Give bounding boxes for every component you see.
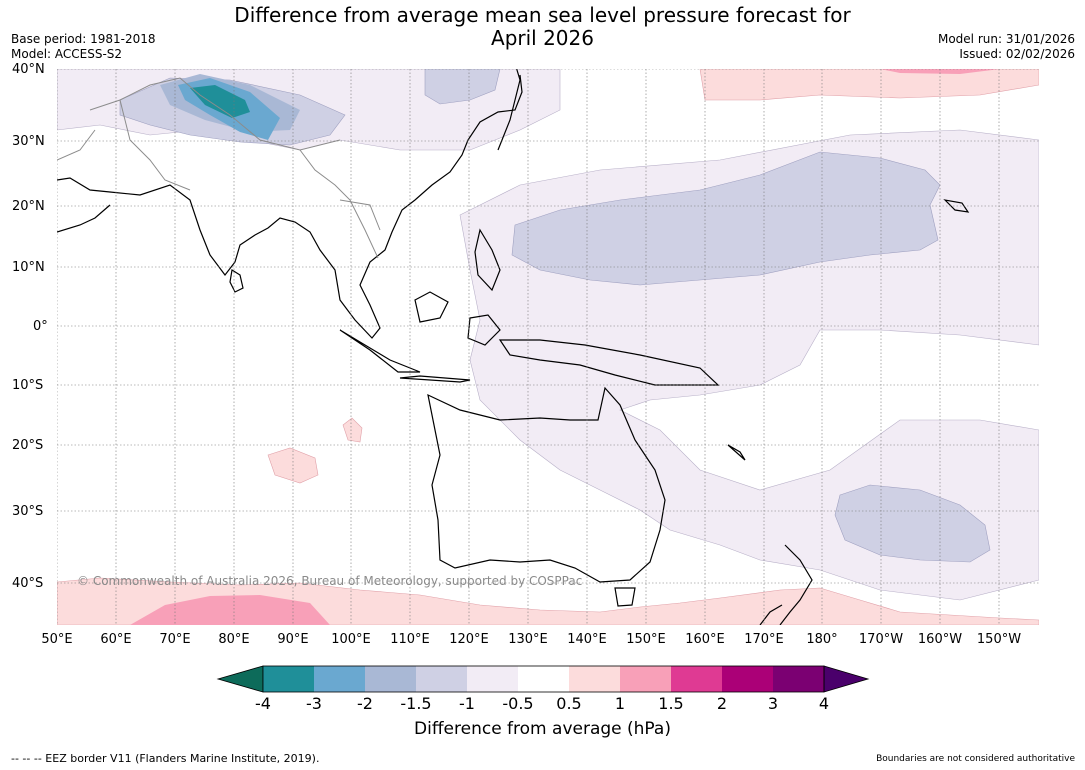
lon-label-60e: 60°E (100, 632, 132, 647)
lon-label-140e: 140°E (567, 632, 607, 647)
colorbar-swatch-1-5-2 (671, 666, 722, 692)
colorbar-swatch-minus2-minus1-5 (365, 666, 416, 692)
colorbar-tick: 2 (716, 694, 728, 713)
lat-label-10n: 10°N (12, 260, 45, 275)
map-title: Difference from average mean sea level p… (0, 4, 1085, 50)
coastlines (57, 69, 970, 625)
colorbar-title: Difference from average (hPa) (414, 719, 671, 739)
lon-label-170w: 170°W (858, 632, 904, 647)
lat-label-20s: 20°S (12, 438, 44, 453)
colorbar-tick: -0.5 (502, 694, 534, 713)
lon-label-150w: 150°W (976, 632, 1022, 647)
colorbar (216, 665, 870, 693)
colorbar-swatch-3-4 (773, 666, 824, 692)
base-period: Base period: 1981-2018 (11, 32, 156, 46)
lat-label-30s: 30°S (12, 504, 44, 519)
colorbar-swatch-minus3-minus2 (314, 666, 365, 692)
lon-label-170e: 170°E (744, 632, 784, 647)
colorbar-tick: 4 (818, 694, 830, 713)
lon-label-150e: 150°E (626, 632, 666, 647)
lon-label-70e: 70°E (159, 632, 191, 647)
lon-label-180: 180° (806, 632, 838, 647)
graticule (57, 69, 1039, 625)
colorbar-tick: 1 (614, 694, 626, 713)
colorbar-swatch-minus0-5-0-5 (518, 666, 569, 692)
lat-label-40s: 40°S (12, 576, 44, 591)
anomaly-region-southern-ocean-high-core (130, 595, 330, 625)
anomaly-region-north-pacific-high (699, 69, 1039, 101)
lon-label-120e: 120°E (449, 632, 489, 647)
colorbar-tick: -1.5 (400, 694, 432, 713)
country-borders (57, 77, 381, 259)
lon-label-80e: 80°E (218, 632, 250, 647)
boundary-disclaimer: Boundaries are not considered authoritat… (876, 754, 1075, 764)
lat-label-0: 0° (33, 319, 48, 334)
model-run: Model run: 31/01/2026 (937, 32, 1075, 46)
lat-label-10s: 10°S (12, 378, 44, 393)
lon-label-90e: 90°E (277, 632, 309, 647)
issued-date: Issued: 02/02/2026 (959, 47, 1075, 61)
colorbar-swatch-minus1-5-minus1 (416, 666, 467, 692)
lon-label-160w: 160°W (917, 632, 963, 647)
colorbar-swatch-minus1-minus0-5 (467, 666, 518, 692)
colorbar-swatch-2-3 (722, 666, 773, 692)
colorbar-tick: 3 (767, 694, 779, 713)
anomaly-region-himalaya-core (190, 85, 250, 118)
lon-label-130e: 130°E (508, 632, 548, 647)
colorbar-swatch-1-1-5 (620, 666, 671, 692)
colorbar-tick: -4 (255, 694, 271, 713)
meta-left: Base period: 1981-2018 Model: ACCESS-S2 (11, 32, 156, 62)
anomaly-region-china-low (424, 69, 501, 105)
lat-label-40n: 40°N (12, 62, 45, 77)
colorbar-swatch-lt-minus4 (216, 665, 264, 693)
colorbar-tick: -1 (459, 694, 475, 713)
lat-label-30n: 30°N (12, 134, 45, 149)
lon-label-110e: 110°E (390, 632, 430, 647)
anomaly-region-west-pacific-low (511, 151, 941, 286)
anomaly-region-north-pacific-high-core (880, 69, 1000, 74)
title-line-2: April 2026 (491, 26, 594, 50)
anomaly-region-south-pacific-low (834, 484, 991, 563)
lat-label-20n: 20°N (12, 199, 45, 214)
anomaly-region-small-high (342, 417, 363, 443)
lon-label-160e: 160°E (685, 632, 725, 647)
colorbar-swatch-minus4-minus3 (263, 666, 314, 692)
meta-right: Model run: 31/01/2026 Issued: 02/02/2026 (938, 32, 1075, 62)
title-line-1: Difference from average mean sea level p… (234, 3, 851, 27)
colorbar-tick: -2 (357, 694, 373, 713)
colorbar-tick: -3 (306, 694, 322, 713)
model-name: Model: ACCESS-S2 (11, 47, 123, 61)
colorbar-swatch-gt-4 (823, 665, 870, 693)
colorbar-swatch-0-5-1 (569, 666, 620, 692)
colorbar-tick: 1.5 (658, 694, 684, 713)
lon-label-50e: 50°E (41, 632, 73, 647)
copyright-notice: © Commonwealth of Australia 2026, Bureau… (77, 574, 583, 588)
colorbar-tick: 0.5 (556, 694, 582, 713)
lon-label-100e: 100°E (331, 632, 371, 647)
eez-legend: -- -- -- EEZ border V11 (Flanders Marine… (11, 752, 320, 765)
